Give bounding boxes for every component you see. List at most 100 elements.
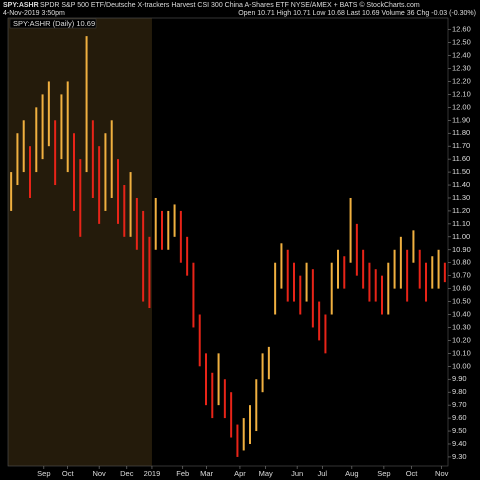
y-tick-label: 11.30 <box>452 193 470 202</box>
y-tick-label: 9.30 <box>452 452 467 461</box>
range-bar <box>362 249 365 289</box>
range-bar <box>425 262 427 302</box>
range-bar <box>343 256 346 289</box>
range-bar <box>255 379 258 432</box>
x-tick-label: Dec <box>120 469 134 478</box>
range-bar <box>205 353 207 406</box>
range-bar <box>110 120 113 198</box>
range-bar <box>267 346 270 380</box>
y-tick-label: 12.40 <box>452 51 471 60</box>
range-bar <box>66 81 69 173</box>
range-bar <box>374 269 377 302</box>
y-tick-label: 12.00 <box>452 102 471 111</box>
chart-title: SPDR S&P 500 ETF/Deutsche X-trackers Har… <box>40 1 420 9</box>
range-bar <box>135 197 138 250</box>
plot-frame <box>7 17 449 467</box>
range-bar <box>349 197 352 263</box>
x-tick-label: Aug <box>345 469 358 478</box>
range-bar <box>387 262 390 315</box>
y-tick-label: 10.70 <box>452 271 471 280</box>
range-bar <box>437 249 440 289</box>
y-tick-label: 12.60 <box>452 25 471 34</box>
x-tick-label: Apr <box>234 469 246 478</box>
date: 4-Nov-2019 3:50pm <box>3 10 65 17</box>
quote: Open 10.71 High 10.71 Low 10.68 Last 10.… <box>238 10 476 17</box>
y-tick-label: 10.30 <box>452 322 471 331</box>
range-bar <box>98 146 101 224</box>
y-tick-label: 11.70 <box>452 141 470 150</box>
range-bar <box>337 249 339 289</box>
range-bar <box>431 256 434 289</box>
x-tick-label: Mar <box>200 469 213 478</box>
range-bar <box>117 159 119 224</box>
x-tick-label: Nov <box>435 469 449 478</box>
range-bar <box>286 249 289 302</box>
y-tick-label: 12.20 <box>452 76 471 85</box>
range-bar <box>324 314 327 354</box>
y-tick-label: 12.30 <box>452 63 471 72</box>
y-tick-label: 10.10 <box>452 348 471 357</box>
range-bar <box>142 210 145 302</box>
range-bar <box>85 36 88 173</box>
symbol: SPY:ASHR <box>3 2 39 9</box>
range-bar <box>10 172 13 211</box>
y-tick-label: 12.10 <box>452 89 471 98</box>
x-tick-label: Sep <box>37 469 50 478</box>
range-bar <box>355 223 358 276</box>
y-tick-label: 9.60 <box>452 413 467 422</box>
range-bar <box>22 120 25 173</box>
range-bar <box>148 236 151 309</box>
range-bar <box>161 210 163 250</box>
range-bar <box>173 204 176 237</box>
range-bar <box>192 262 195 328</box>
range-bar <box>261 353 264 393</box>
y-tick-label: 11.10 <box>452 219 470 228</box>
range-bar <box>167 210 170 250</box>
range-bar <box>393 249 396 289</box>
range-bar <box>330 262 333 315</box>
y-tick-label: 10.90 <box>452 245 471 254</box>
range-bar <box>443 262 446 283</box>
range-bar <box>123 185 126 237</box>
range-bar <box>274 262 277 315</box>
x-tick-label: May <box>259 469 273 478</box>
range-bar <box>223 379 226 419</box>
range-bar <box>293 262 295 302</box>
range-bar <box>211 372 214 419</box>
range-bar <box>217 353 220 406</box>
range-bar <box>60 94 63 160</box>
range-bar <box>249 405 251 444</box>
range-bar <box>79 159 82 237</box>
y-tick-label: 11.90 <box>452 115 470 124</box>
range-bar <box>179 210 182 263</box>
y-tick-label: 11.40 <box>452 180 470 189</box>
x-tick-label: Oct <box>62 469 75 478</box>
y-tick-label: 10.50 <box>452 297 471 306</box>
range-bar <box>35 107 38 173</box>
range-bar <box>73 133 75 211</box>
range-bar <box>412 230 415 263</box>
y-tick-label: 9.90 <box>452 374 467 383</box>
x-tick-label: Sep <box>377 469 390 478</box>
x-tick-label: Jun <box>291 469 303 478</box>
shade-region <box>8 18 152 466</box>
range-bar <box>406 249 409 302</box>
range-bar <box>299 275 302 315</box>
range-bar <box>305 262 308 302</box>
y-tick-label: 9.70 <box>452 400 467 409</box>
range-bar <box>41 94 44 160</box>
range-bar <box>318 301 321 341</box>
y-tick-label: 9.50 <box>452 426 467 435</box>
range-bar <box>198 314 201 367</box>
y-tick-label: 11.80 <box>452 128 470 137</box>
range-bar <box>47 81 50 147</box>
range-bar <box>54 120 57 186</box>
range-bar <box>154 197 157 250</box>
range-bar <box>399 236 402 289</box>
legend: SPY:ASHR (Daily) 10.69 <box>13 19 95 28</box>
range-bar <box>104 133 107 211</box>
y-tick-label: 10.60 <box>452 284 471 293</box>
y-tick-label: 11.20 <box>452 206 470 215</box>
range-bar <box>29 146 31 198</box>
